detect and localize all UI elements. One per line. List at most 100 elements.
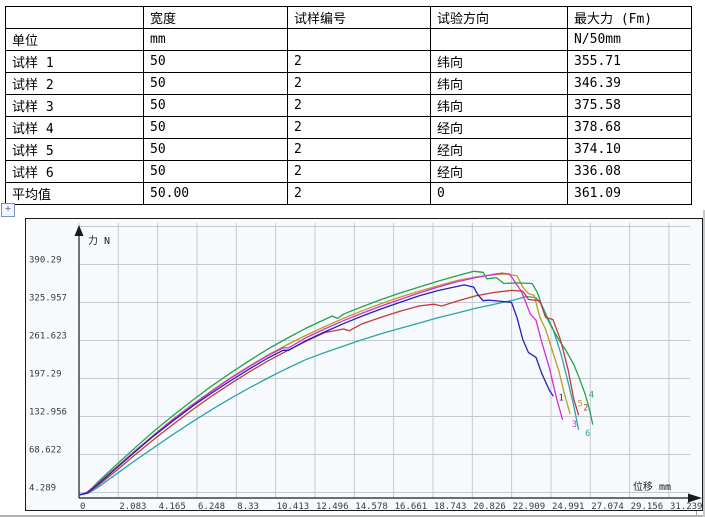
x-tick-label: 0 (80, 502, 85, 510)
y-tick-label: 390.29 (29, 255, 62, 265)
series-end-label-5: 5 (578, 399, 583, 409)
x-tick-label: 14.578 (355, 502, 388, 510)
table-row: 试样 6 50 2 经向 336.08 (5, 160, 692, 183)
table-cell (430, 28, 568, 51)
table-cell: 试样 5 (5, 138, 144, 161)
specimen-results-table: 宽度 试样编号 试验方向 最大力 (Fm) 单位 mm N/50mm 试样 1 50 2 纬向 355… (5, 6, 692, 205)
table-cell: 50.00 (143, 182, 288, 205)
table-row: 试样 4 50 2 经向 378.68 (5, 116, 692, 139)
table-cell: 336.08 (567, 160, 692, 183)
x-tick-label: 29.156 (631, 502, 664, 510)
table-cell: 试样 1 (5, 50, 144, 73)
x-tick-label: 4.165 (159, 502, 186, 510)
table-header-cell: 试样编号 (287, 6, 431, 29)
table-header-cell: 宽度 (143, 6, 288, 29)
x-tick-label: 27.074 (591, 502, 624, 510)
table-cell (287, 28, 431, 51)
table-cell: 2 (287, 160, 431, 183)
series-line-2 (78, 289, 580, 496)
table-cell: N/50mm (567, 28, 692, 51)
table-cell: 经向 (430, 160, 568, 183)
x-tick-label: 24.991 (552, 502, 585, 510)
table-row: 试样 1 50 2 纬向 355.71 (5, 50, 692, 73)
table-header-cell: 试验方向 (430, 6, 568, 29)
table-header-row: 宽度 试样编号 试验方向 最大力 (Fm) (5, 6, 692, 29)
y-axis-arrow-icon (74, 225, 84, 236)
x-tick-label: 20.826 (473, 502, 506, 510)
series-end-label-3: 3 (572, 420, 577, 430)
series-line-5 (78, 273, 571, 496)
table-cell: 361.09 (567, 182, 692, 205)
table-cell: 2 (287, 72, 431, 95)
x-tick-label: 6.248 (198, 502, 225, 510)
table-cell: 50 (143, 94, 288, 117)
table-cell: 2 (287, 116, 431, 139)
table-row: 试样 2 50 2 纬向 346.39 (5, 72, 692, 95)
chart-canvas: 4.289 68.622 132.956 197.29 261.623 325.957 39… (29, 223, 702, 510)
table-header-cell: 最大力 (Fm) (567, 6, 692, 29)
series-end-label-2: 2 (583, 404, 588, 414)
table-cell: 50 (143, 50, 288, 73)
force-displacement-chart: 4.289 68.622 132.956 197.29 261.623 325.957 39… (25, 218, 703, 511)
x-tick-label: 22.909 (513, 502, 546, 510)
x-tick-label: 10.413 (277, 502, 310, 510)
table-cell: 0 (430, 182, 568, 205)
table-cell: mm (143, 28, 288, 51)
table-cell: 纬向 (430, 50, 568, 73)
series-line-3 (78, 272, 564, 496)
table-header-cell (5, 6, 144, 29)
y-tick-label: 325.957 (29, 293, 67, 303)
table-cell: 试样 2 (5, 72, 144, 95)
x-tick-label: 18.743 (434, 502, 467, 510)
y-tick-label: 68.622 (29, 445, 62, 455)
table-move-handle-icon[interactable]: ✛ (1, 203, 15, 217)
x-axis-arrow-icon (688, 493, 702, 503)
table-cell: 纬向 (430, 94, 568, 117)
table-row: 试样 3 50 2 纬向 375.58 (5, 94, 692, 117)
table-cell: 375.58 (567, 94, 692, 117)
table-cell: 试样 3 (5, 94, 144, 117)
table-cell: 单位 (5, 28, 144, 51)
table-cell: 2 (287, 138, 431, 161)
series-end-label-1: 1 (559, 393, 564, 403)
table-cell: 试样 6 (5, 160, 144, 183)
series-end-label-4: 4 (589, 391, 594, 401)
x-tick-label: 2.083 (119, 502, 146, 510)
table-cell: 纬向 (430, 72, 568, 95)
table-row: 单位 mm N/50mm (5, 28, 692, 51)
table-cell: 355.71 (567, 50, 692, 73)
x-axis-title: 位移 mm (633, 480, 671, 493)
x-tick-label: 8.33 (237, 502, 259, 510)
table-cell: 378.68 (567, 116, 692, 139)
table-cell: 经向 (430, 138, 568, 161)
series-end-label-6: 6 (585, 429, 590, 439)
y-tick-label: 197.29 (29, 369, 62, 379)
table-cell: 50 (143, 116, 288, 139)
window-bottom-edge (0, 515, 705, 517)
table-cell: 2 (287, 94, 431, 117)
table-row: 平均值 50.00 2 0 361.09 (5, 182, 692, 205)
table-cell: 50 (143, 138, 288, 161)
table-cell: 平均值 (5, 182, 144, 205)
table-row: 试样 5 50 2 经向 374.10 (5, 138, 692, 161)
table-cell: 2 (287, 50, 431, 73)
x-tick-label: 12.496 (316, 502, 349, 510)
table-cell: 经向 (430, 116, 568, 139)
x-tick-label: 16.661 (395, 502, 428, 510)
x-tick-label: 31.239 (670, 502, 702, 510)
table-cell: 2 (287, 182, 431, 205)
y-tick-label: 132.956 (29, 407, 67, 417)
series-line-4 (78, 270, 594, 496)
y-axis-title: 力 N (88, 234, 110, 247)
table-cell: 374.10 (567, 138, 692, 161)
table-cell: 试样 4 (5, 116, 144, 139)
series-line-6 (78, 295, 580, 496)
window-right-edge (703, 210, 705, 517)
table-cell: 50 (143, 160, 288, 183)
y-tick-label: 4.289 (29, 483, 56, 493)
y-tick-label: 261.623 (29, 331, 67, 341)
table-cell: 50 (143, 72, 288, 95)
series-line-1 (78, 284, 554, 496)
table-cell: 346.39 (567, 72, 692, 95)
